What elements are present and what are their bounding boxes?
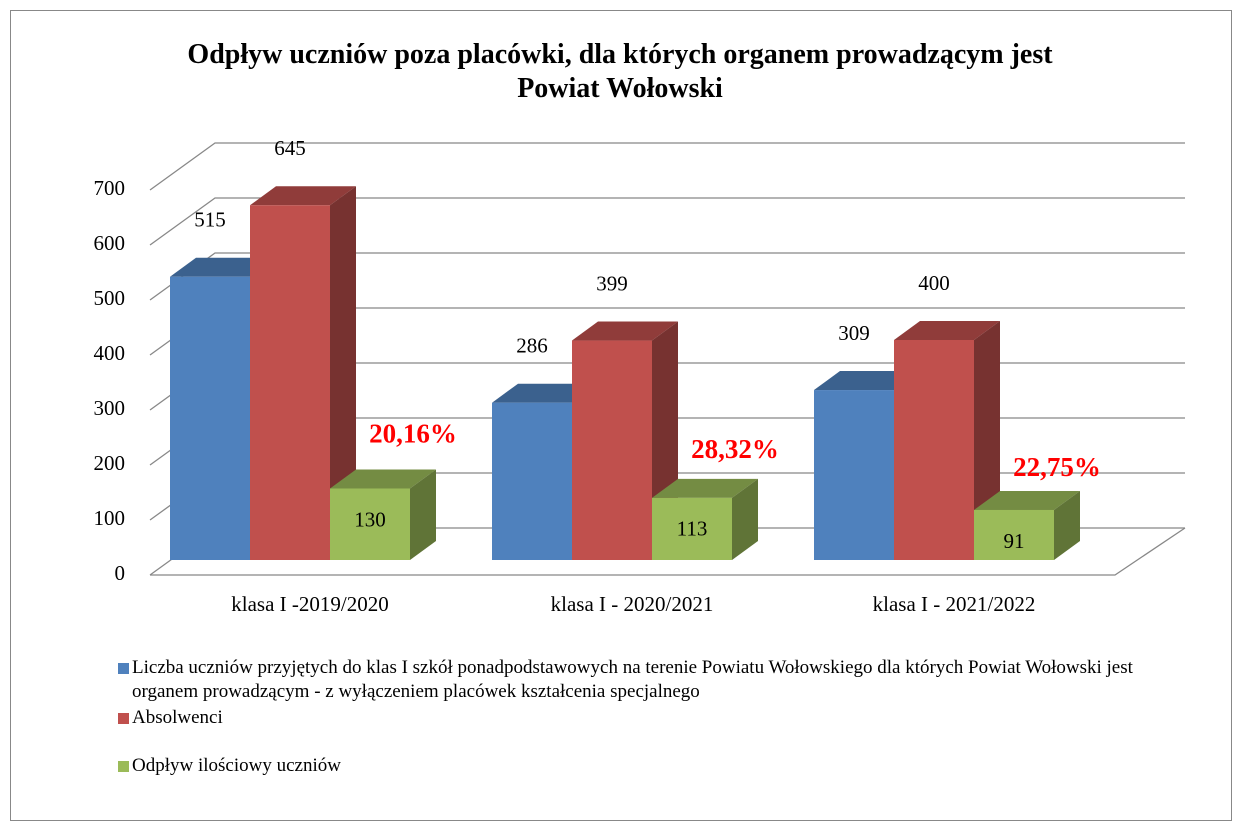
y-tick-label: 500 [94, 286, 126, 310]
bar-top [894, 321, 1000, 340]
bar [492, 402, 572, 560]
bar-top [572, 321, 678, 341]
bar-top [974, 490, 1080, 510]
legend: Liczba uczniów przyjętych do klas I szkó… [118, 656, 1198, 780]
bar-top [492, 383, 598, 403]
y-tick-label: 200 [94, 451, 126, 475]
data-label: 400 [918, 271, 950, 295]
bar [894, 340, 974, 560]
bar [170, 276, 250, 560]
data-label: 130 [354, 507, 386, 531]
y-tick-label: 300 [94, 396, 126, 420]
grid-line [149, 197, 1185, 246]
y-tick-label: 700 [94, 176, 126, 200]
data-label: 399 [596, 271, 628, 295]
bar [250, 205, 330, 560]
data-label: 309 [838, 321, 870, 345]
annotation: 22,75% [1013, 452, 1101, 482]
bar-top [652, 478, 758, 498]
bar [974, 509, 1054, 560]
legend-item: Liczba uczniów przyjętych do klas I szkó… [118, 656, 1198, 704]
data-label: 645 [274, 136, 306, 160]
floor-edge [150, 527, 1186, 576]
bar-side [732, 478, 758, 560]
x-tick-label: klasa I - 2020/2021 [551, 592, 714, 616]
bar-top [170, 257, 276, 277]
data-label: 286 [516, 334, 548, 358]
legend-label: Liczba uczniów przyjętych do klas I szkó… [132, 657, 1133, 702]
bar [572, 340, 652, 560]
legend-swatch [118, 761, 129, 772]
bar [652, 497, 732, 560]
bar-side [410, 469, 436, 560]
x-tick-label: klasa I -2019/2020 [231, 592, 388, 616]
legend-swatch [118, 713, 129, 724]
chart-title: Odpływ uczniów poza placówki, dla któryc… [187, 39, 1053, 104]
legend-label: Absolwenci [132, 707, 223, 728]
bar [330, 488, 410, 560]
bar-side [330, 186, 356, 560]
bar-top [814, 371, 920, 391]
legend-swatch [118, 663, 129, 674]
data-label: 91 [1004, 529, 1025, 553]
annotation: 20,16% [369, 419, 457, 449]
legend-item: Absolwenci [118, 706, 1198, 730]
data-label: 113 [677, 517, 708, 541]
grid-line [149, 142, 1185, 191]
frame [10, 10, 1232, 821]
legend-item: Odpływ ilościowy uczniów [118, 754, 1198, 778]
y-tick-label: 0 [115, 561, 126, 585]
annotation: 28,32% [691, 434, 779, 464]
bar-top [250, 186, 356, 206]
bar-top [330, 469, 436, 489]
y-tick-label: 600 [94, 231, 126, 255]
legend-label: Odpływ ilościowy uczniów [132, 755, 341, 776]
data-label: 515 [194, 208, 226, 232]
bar [814, 390, 894, 560]
y-tick-label: 100 [94, 506, 126, 530]
bar-side [1054, 490, 1080, 560]
y-tick-label: 400 [94, 341, 126, 365]
x-tick-label: klasa I - 2021/2022 [873, 592, 1036, 616]
